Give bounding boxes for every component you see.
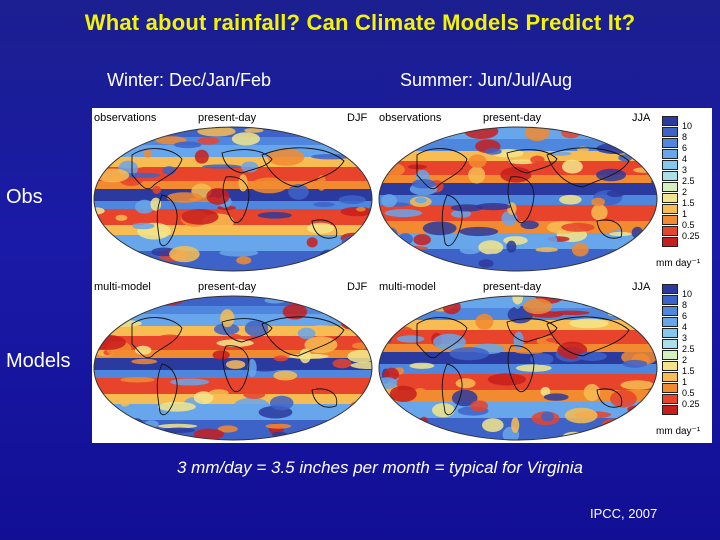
panel-season-label: DJF [347, 281, 368, 293]
colorbar-tick-label: 6 [682, 143, 688, 153]
colorbar-unit-label: mm day⁻¹ [656, 426, 701, 437]
colorbar-tick-label: 0.5 [682, 388, 695, 398]
panel-source-label: multi-model [94, 281, 151, 293]
colorbar-top: 10 8 6 4 3 2.5 2 1.5 1 0.5 0.25 mm day⁻¹ [656, 116, 712, 281]
colorbar-tick-label: 1 [682, 377, 688, 387]
panel-period-label: present-day [198, 281, 257, 293]
colorbar-swatch [662, 215, 678, 225]
colorbar-tick-label: 2.5 [682, 344, 695, 354]
colorbar-swatch [662, 204, 678, 214]
colorbar-tick-label: 1.5 [682, 198, 695, 208]
model-jja-map [378, 295, 658, 441]
colorbar-swatch [662, 328, 678, 338]
panel-season-label: DJF [347, 112, 368, 124]
summer-column-label: Summer: Jun/Jul/Aug [400, 70, 573, 90]
precip-field [94, 127, 372, 271]
slide-title: What about rainfall? Can Climate Models … [84, 10, 636, 35]
conversion-note: 3 mm/day = 3.5 inches per month = typica… [177, 458, 583, 477]
model-djf-panel: multi-model present-day DJF [92, 280, 374, 442]
colorbar-swatch [662, 138, 678, 148]
colorbar-tick-label: 8 [682, 132, 688, 142]
colorbar-swatch [662, 160, 678, 170]
colorbar-swatch [662, 171, 678, 181]
colorbar-swatch [662, 295, 678, 305]
colorbar-unit-label: mm day⁻¹ [656, 258, 701, 269]
colorbar-tick-label: 0.25 [682, 399, 700, 409]
panel-source-label: observations [94, 112, 157, 124]
obs-djf-map [93, 126, 373, 272]
colorbar-bottom: 10 8 6 4 3 2.5 2 1.5 1 0.5 0.25 mm day⁻¹ [656, 284, 712, 449]
colorbar-swatch [662, 350, 678, 360]
models-row-label: Models [6, 350, 71, 372]
colorbar-tick-label: 1 [682, 209, 688, 219]
model-djf-map [93, 295, 373, 441]
colorbar-tick-label: 10 [682, 121, 693, 131]
colorbar-swatch [662, 127, 678, 137]
source-citation: IPCC, 2007 [590, 506, 658, 521]
colorbar-swatch [662, 237, 678, 247]
colorbar-swatch [662, 149, 678, 159]
colorbar-tick-label: 4 [682, 154, 688, 164]
colorbar-tick-label: 0.25 [682, 231, 700, 241]
colorbar-tick-label: 1.5 [682, 366, 695, 376]
colorbar-swatch [662, 317, 678, 327]
colorbar-swatch [662, 226, 678, 236]
colorbar-tick-label: 0.5 [682, 220, 695, 230]
obs-jja-panel: observations present-day JJA [377, 111, 659, 273]
colorbar-tick-label: 10 [682, 289, 693, 299]
obs-jja-map [378, 126, 658, 272]
colorbar-swatch [662, 284, 678, 294]
precip-field [379, 296, 657, 440]
obs-djf-panel: observations present-day DJF [92, 111, 374, 273]
colorbar-swatch [662, 372, 678, 382]
colorbar-tick-label: 3 [682, 333, 688, 343]
panel-period-label: present-day [198, 112, 257, 124]
colorbar-swatch [662, 361, 678, 371]
panel-period-label: present-day [483, 281, 542, 293]
colorbar-tick-label: 3 [682, 165, 688, 175]
precip-field [94, 296, 372, 440]
panel-season-label: JJA [632, 281, 651, 293]
colorbar-tick-label: 2 [682, 355, 688, 365]
winter-column-label: Winter: Dec/Jan/Feb [107, 70, 272, 90]
colorbar-swatch [662, 182, 678, 192]
colorbar-swatch [662, 116, 678, 126]
panel-period-label: present-day [483, 112, 542, 124]
obs-row-label: Obs [6, 186, 43, 208]
precip-field [379, 127, 657, 271]
colorbar-swatch [662, 383, 678, 393]
colorbar-tick-label: 2 [682, 187, 688, 197]
figure-panel: observations present-day DJF observation… [92, 108, 712, 443]
colorbar-tick-label: 4 [682, 322, 688, 332]
colorbar-tick-label: 6 [682, 311, 688, 321]
colorbar-swatch [662, 193, 678, 203]
colorbar-tick-label: 8 [682, 300, 688, 310]
model-jja-panel: multi-model present-day JJA [377, 280, 659, 442]
panel-source-label: multi-model [379, 281, 436, 293]
colorbar-swatch [662, 405, 678, 415]
colorbar-tick-label: 2.5 [682, 176, 695, 186]
panel-source-label: observations [379, 112, 442, 124]
panel-season-label: JJA [632, 112, 651, 124]
colorbar-swatch [662, 339, 678, 349]
colorbar-swatch [662, 306, 678, 316]
colorbar-swatch [662, 394, 678, 404]
